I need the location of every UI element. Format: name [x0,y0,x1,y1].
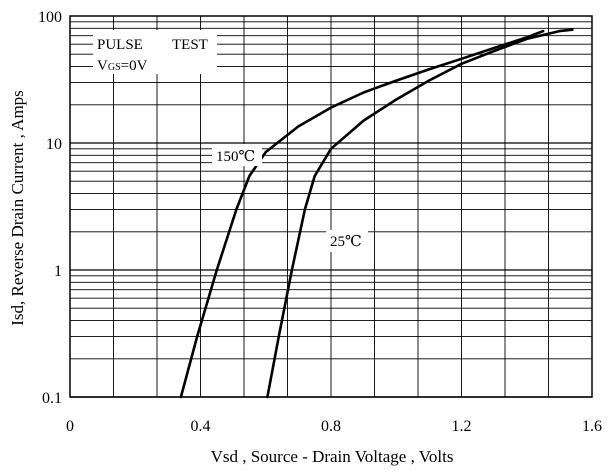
x-tick-label: 1.6 [582,418,602,435]
x-tick-label: 1.2 [452,418,472,435]
x-tick-labels: 0 0.4 0.8 1.2 1.6 [66,418,602,435]
vgs-label: VGS=0V [97,58,148,74]
y-tick-label: 1 [54,263,62,280]
x-tick-label: 0 [66,418,74,435]
test-label: TEST [172,37,208,53]
y-tick-labels: 0.1 1 10 100 [38,9,62,407]
series-label-150c: 150℃ [216,149,255,165]
pulse-label: PULSE [97,37,143,53]
x-tick-label: 0.8 [321,418,341,435]
series-line-150c [179,29,545,399]
x-axis-title: Vsd , Source - Drain Voltage , Volts [211,447,454,466]
x-tick-label: 0.4 [191,418,211,435]
y-axis-title: Isd, Reverse Drain Current , Amps [8,90,27,326]
series-label-25c: 25℃ [330,234,362,250]
y-tick-label: 0.1 [42,390,62,407]
series-label-150c-bg [212,144,262,166]
y-tick-label: 10 [46,136,62,153]
plot-frame [69,15,593,398]
y-tick-label: 100 [38,9,62,26]
series-layer [179,28,574,399]
annotation-box [93,30,217,74]
series-line-25c [266,28,574,399]
series-label-25c-bg [326,230,368,252]
